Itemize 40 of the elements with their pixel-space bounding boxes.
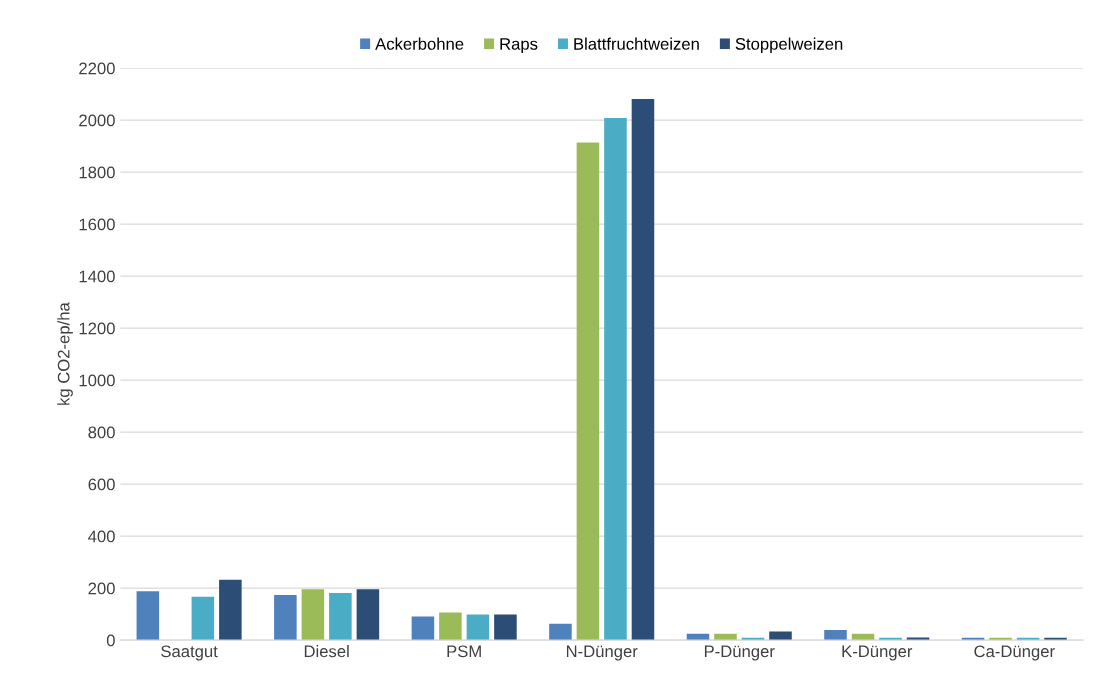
- bar: [549, 623, 572, 641]
- bar: [466, 614, 490, 641]
- y-tick-label: 400: [88, 530, 115, 543]
- y-axis-title: kg CO2-ep/ha: [57, 302, 73, 405]
- legend-label: Ackerbohne: [375, 37, 464, 50]
- bar: [411, 616, 435, 641]
- legend-label: Raps: [500, 38, 538, 54]
- y-tick-label: 1200: [79, 322, 115, 335]
- y-tick-label: 200: [88, 582, 115, 595]
- x-tick-label: Saatgut: [161, 645, 218, 661]
- bar: [191, 596, 215, 641]
- y-tick-label: 2200: [79, 62, 115, 75]
- x-tick-label: Ca-Dünger: [974, 645, 1055, 661]
- bar: [329, 593, 352, 641]
- x-tick-label: PSM: [447, 645, 481, 658]
- y-tick-label: 800: [88, 426, 115, 439]
- y-tick-label: 1000: [79, 374, 115, 387]
- bar: [136, 591, 160, 641]
- bar: [356, 589, 380, 641]
- y-tick-label: 1400: [79, 270, 115, 283]
- legend-label: Blattfruchtweizen: [574, 37, 699, 50]
- y-tick-label: 1800: [79, 166, 115, 179]
- bar: [219, 579, 242, 641]
- bar: [576, 142, 600, 641]
- y-tick-label: 0: [106, 634, 115, 647]
- bar: [631, 99, 655, 641]
- x-tick-label: K-Dünger: [842, 645, 913, 661]
- legend-label: Stoppelweizen: [735, 37, 843, 54]
- y-tick-label: 600: [88, 478, 115, 491]
- x-tick-label: P-Dünger: [704, 645, 775, 661]
- x-tick-label: Diesel: [304, 645, 349, 658]
- bar: [274, 594, 297, 641]
- y-tick-label: 1600: [79, 218, 115, 231]
- y-tick-label: 2000: [79, 114, 115, 127]
- bar: [494, 614, 517, 641]
- bar: [439, 612, 462, 641]
- x-tick-label: N-Dünger: [566, 645, 638, 661]
- bar: [604, 118, 627, 641]
- bar: [301, 589, 325, 641]
- bar: [824, 630, 847, 641]
